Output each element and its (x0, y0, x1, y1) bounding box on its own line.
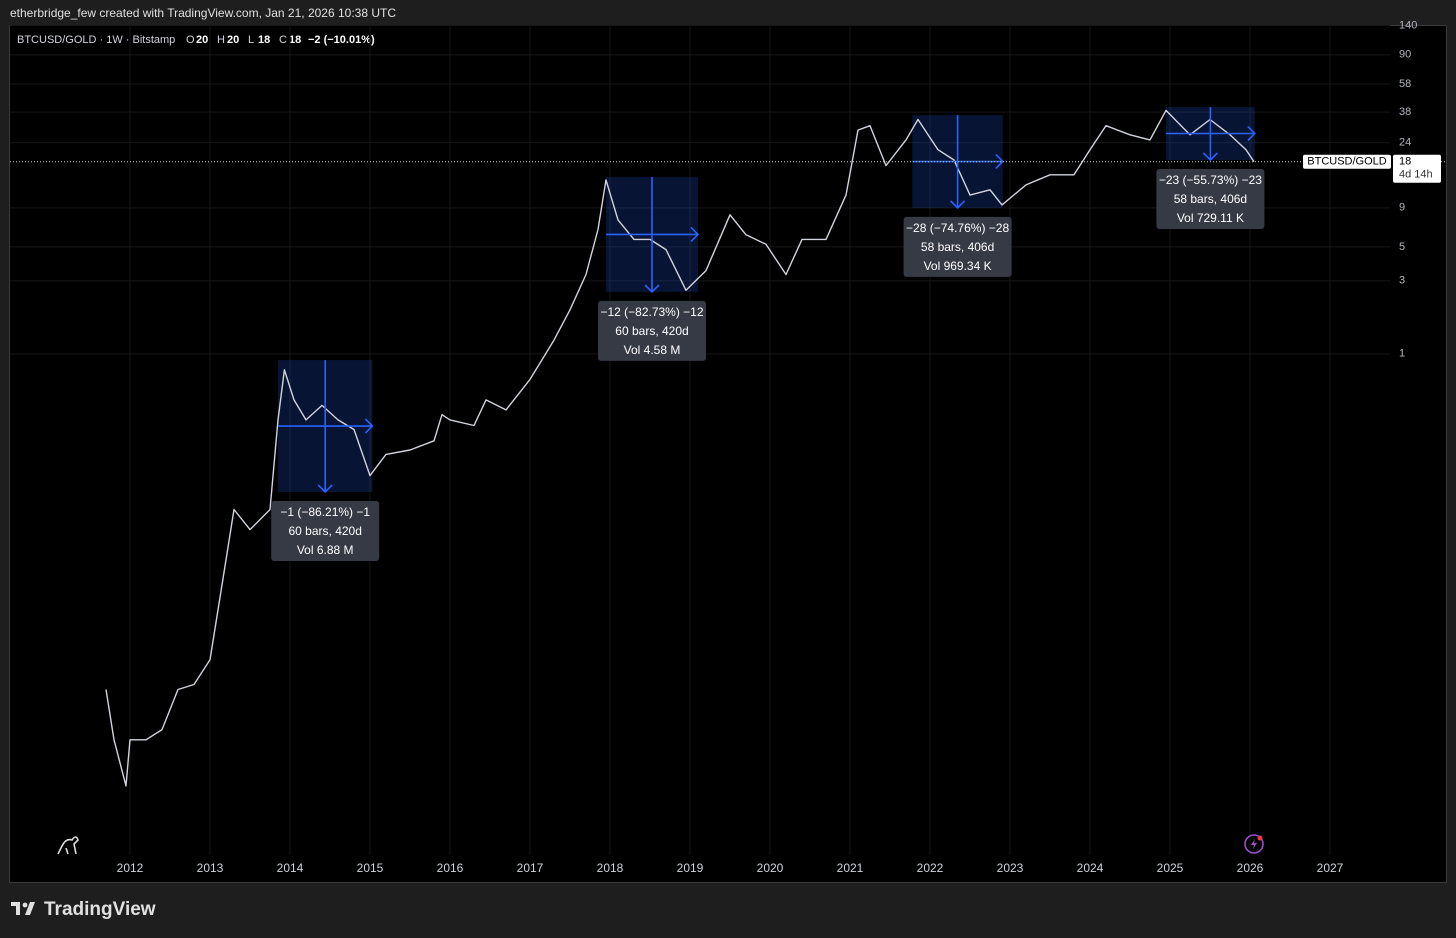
measure-label: Vol 969.34 K (924, 259, 992, 273)
y-tick-label: 58 (1399, 78, 1411, 90)
x-tick-label: 2026 (1237, 861, 1264, 875)
measure-label: 58 bars, 406d (921, 240, 994, 254)
measure-label: Vol 4.58 M (624, 343, 681, 357)
measure-label: 60 bars, 420d (289, 524, 362, 538)
measure-label: 60 bars, 420d (615, 324, 688, 338)
measure-label-box (271, 500, 380, 561)
x-tick-label: 2013 (197, 861, 224, 875)
x-tick-label: 2027 (1317, 861, 1344, 875)
ohlc-value: 20 (196, 34, 208, 46)
symbol-tag (1303, 154, 1391, 169)
measure-label: −28 (−74.76%) −28 (906, 221, 1009, 235)
countdown: 4d 14h (1399, 169, 1433, 181)
x-tick-label: 2016 (437, 861, 464, 875)
y-tick-label: 38 (1399, 106, 1411, 118)
x-tick-label: 2022 (917, 861, 944, 875)
measure-arrow (278, 360, 374, 494)
ohlc-value: 18 (258, 34, 270, 46)
measure-label: −1 (−86.21%) −1 (280, 505, 370, 519)
y-tick-label: 5 (1399, 241, 1405, 253)
measure-label: 58 bars, 406d (1174, 192, 1247, 206)
ohlc-label: H (217, 34, 225, 46)
symbol-tag-label: BTCUSD/GOLD (1307, 156, 1387, 168)
x-tick-label: 2021 (837, 861, 864, 875)
header: etherbridge_few created with TradingView… (10, 6, 396, 20)
ohlc-label: C (279, 34, 287, 46)
y-tick-label: 1 (1399, 348, 1405, 360)
symbol-info: BTCUSD/GOLD · 1W · Bitstamp (17, 34, 175, 46)
measure-label-box (598, 300, 706, 361)
measure-label: Vol 6.88 M (297, 543, 354, 557)
measure-label-box (1156, 168, 1265, 229)
ohlc-value: 18 (289, 34, 301, 46)
brand: TradingView (44, 899, 156, 920)
price-line (105, 109, 1255, 787)
x-tick-label: 2015 (357, 861, 384, 875)
measure-label-box (903, 216, 1012, 277)
grid (10, 24, 1390, 855)
y-tick-label: 24 (1399, 137, 1411, 149)
chart-panel (9, 25, 1447, 883)
measure-label: −23 (−55.73%) −23 (1159, 173, 1262, 187)
y-tick-label: 3 (1399, 275, 1405, 287)
ohlc-legend: O 20 H 20 L 18 C 18 −2 (−10.01%) (186, 34, 375, 46)
measure-label: Vol 729.11 K (1177, 211, 1244, 225)
x-tick-label: 2018 (597, 861, 624, 875)
ohlc-label: L (248, 34, 254, 46)
logo-icon (57, 836, 79, 855)
y-tick-label: 140 (1399, 19, 1417, 31)
x-tick-label: 2012 (117, 861, 144, 875)
y-tick-label: 90 (1399, 49, 1411, 61)
x-tick-label: 2019 (677, 861, 704, 875)
x-tick-label: 2017 (517, 861, 544, 875)
price-tag-value: 18 (1399, 156, 1411, 168)
change: −2 (−10.01%) (308, 34, 375, 46)
measure-label: −12 (−82.73%) −12 (600, 305, 703, 319)
measure-arrow (606, 177, 700, 294)
x-tick-label: 2014 (277, 861, 304, 875)
ohlc-value: 20 (227, 34, 239, 46)
y-tick-label: 9 (1399, 202, 1405, 214)
price-tag (1393, 154, 1441, 183)
x-tick-label: 2025 (1157, 861, 1184, 875)
brand-logo (11, 902, 35, 915)
ohlc-label: O (186, 34, 195, 46)
x-tick-label: 2023 (997, 861, 1024, 875)
measure-arrow (912, 115, 1004, 209)
alert-icon[interactable] (1244, 834, 1264, 854)
x-tick-label: 2020 (757, 861, 784, 875)
x-tick-label: 2024 (1077, 861, 1104, 875)
measure-arrow (1166, 107, 1256, 162)
axes: 2012 2013 2014 2015 2016 2017 2018 2019 2020 2021… (117, 19, 1418, 875)
